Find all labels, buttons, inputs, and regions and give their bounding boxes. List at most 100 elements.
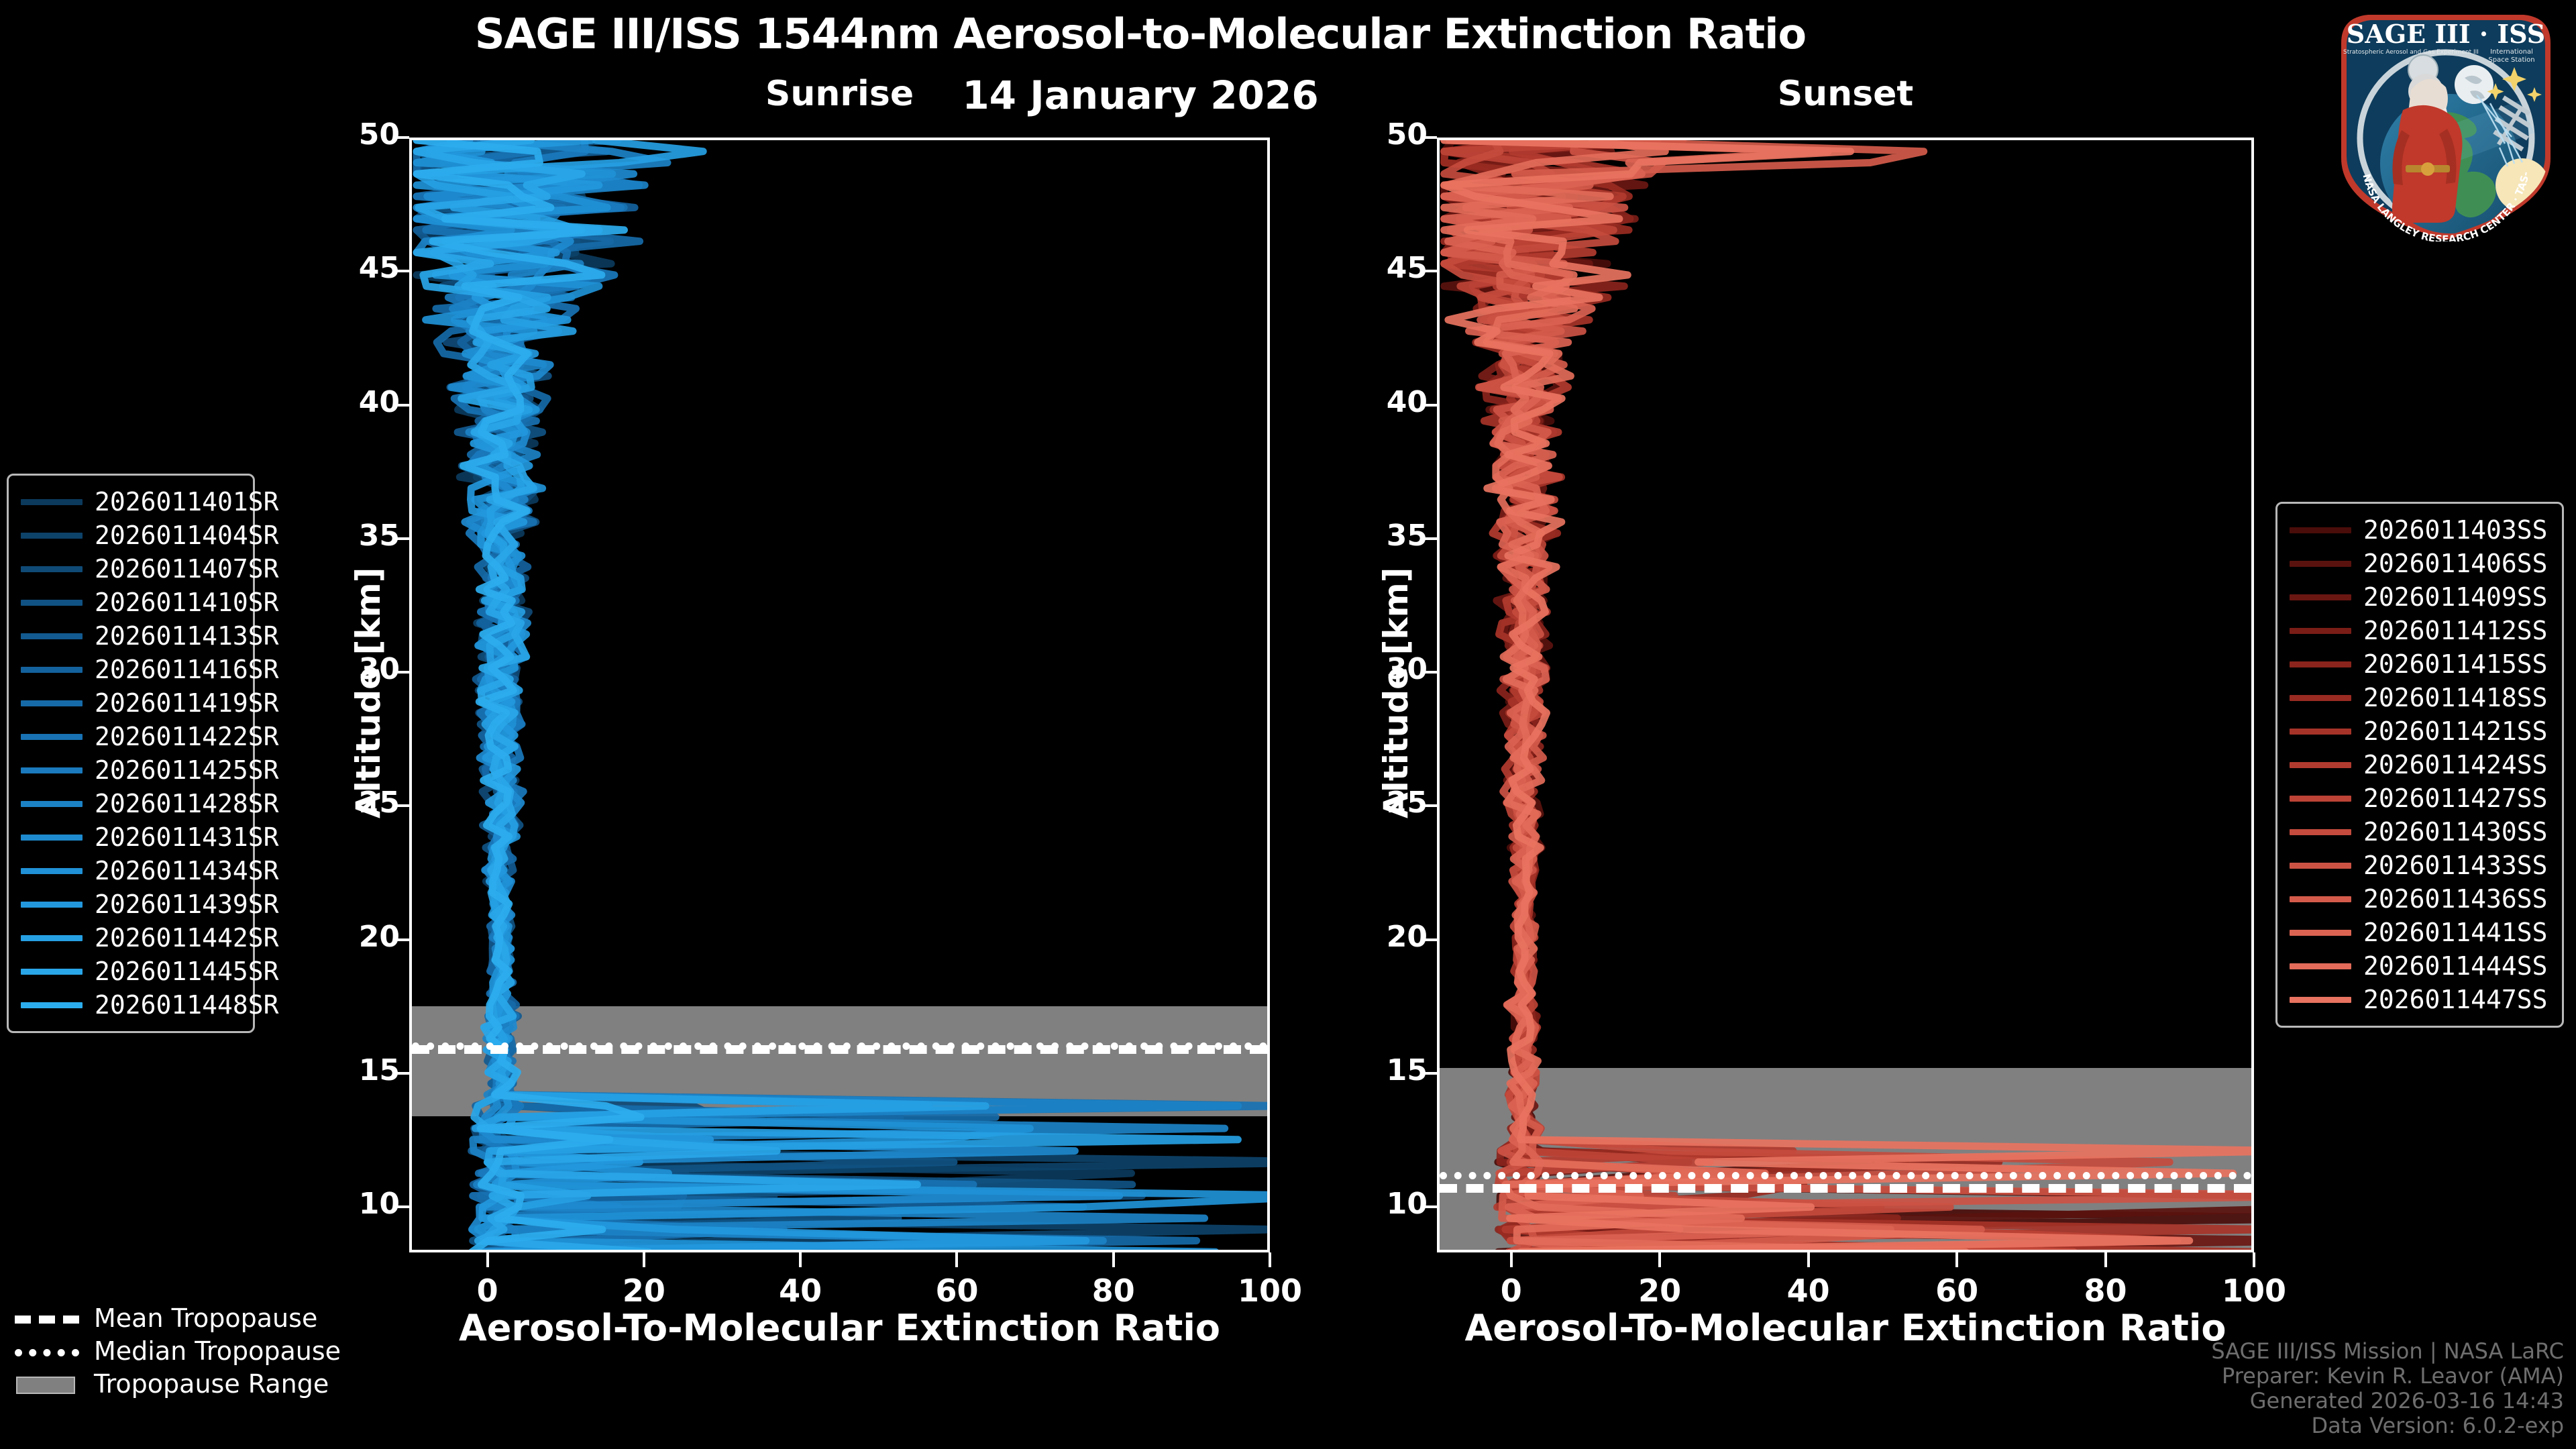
credits-line: Preparer: Kevin R. Leavor (AMA) (2221, 1362, 2564, 1389)
legend-sunrise-item[interactable]: 2026011419SR (21, 686, 279, 720)
legend-item-label: 2026011409SS (2363, 582, 2548, 612)
legend-color-swatch (2290, 527, 2351, 533)
y-axis-tick (1422, 1071, 1437, 1075)
legend-item-label: 2026011406SS (2363, 549, 2548, 578)
y-axis-tick-label: 15 (1386, 1053, 1428, 1087)
median-tropopause-swatch (15, 1342, 79, 1360)
legend-sunrise-item[interactable]: 2026011401SR (21, 485, 279, 519)
legend-color-swatch (2290, 795, 2351, 802)
legend-sunrise-item[interactable]: 2026011413SR (21, 619, 279, 653)
y-axis-tick (1422, 938, 1437, 941)
legend-sunset-item[interactable]: 2026011447SS (2290, 983, 2550, 1016)
legend-color-swatch (21, 767, 83, 773)
y-axis-tick (1422, 804, 1437, 808)
legend-sunset-item[interactable]: 2026011424SS (2290, 748, 2550, 782)
legend-color-swatch (2290, 996, 2351, 1003)
y-axis-title-sunset: Altitude [km] (1377, 567, 1415, 818)
legend-item-label: 2026011444SS (2363, 951, 2548, 981)
legend-sunset-item[interactable]: 2026011421SS (2290, 714, 2550, 748)
tropopause-key-item: Median Tropopause (15, 1334, 390, 1367)
legend-sunset-item[interactable]: 2026011427SS (2290, 782, 2550, 815)
legend-sunset-item[interactable]: 2026011412SS (2290, 614, 2550, 647)
y-axis-tick-label: 25 (358, 786, 400, 820)
legend-sunrise-item[interactable]: 2026011404SR (21, 519, 279, 552)
x-axis-tick-label: 100 (1237, 1273, 1303, 1309)
legend-sunset-item[interactable]: 2026011441SS (2290, 916, 2550, 949)
legend-item-label: 2026011416SR (95, 655, 279, 684)
credits-line: Data Version: 6.0.2-exp (2311, 1412, 2564, 1438)
legend-sunset-item[interactable]: 2026011418SS (2290, 681, 2550, 714)
legend-sunrise-item[interactable]: 2026011428SR (21, 787, 279, 820)
legend-color-swatch (2290, 728, 2351, 735)
legend-color-swatch (2290, 694, 2351, 701)
legend-color-swatch (21, 867, 83, 874)
legend-color-swatch (21, 599, 83, 606)
legend-color-swatch (21, 901, 83, 908)
y-axis-tick (394, 537, 409, 540)
legend-sunrise-item[interactable]: 2026011410SR (21, 586, 279, 619)
legend-item-label: 2026011431SR (95, 822, 279, 852)
plot-canvas-sunrise (412, 140, 1267, 1250)
page-title: SAGE III/ISS 1544nm Aerosol-to-Molecular… (474, 9, 1807, 58)
legend-sunrise-item[interactable]: 2026011407SR (21, 552, 279, 586)
legend-sunset-item[interactable]: 2026011433SS (2290, 849, 2550, 882)
y-axis-tick-label: 35 (358, 518, 400, 553)
x-axis-tick-label: 20 (1638, 1273, 1682, 1309)
legend-color-swatch (21, 532, 83, 539)
profile-line (1440, 140, 2251, 1250)
legend-sunrise-item[interactable]: 2026011445SR (21, 955, 279, 988)
y-axis-tick (394, 938, 409, 941)
legend-item-label: 2026011401SR (95, 487, 279, 517)
profile-line (413, 140, 645, 1250)
y-axis-tick (394, 136, 409, 139)
legend-sunrise-item[interactable]: 2026011434SR (21, 854, 279, 888)
legend-sunrise-item[interactable]: 2026011425SR (21, 753, 279, 787)
legend-item-label: 2026011448SR (95, 990, 279, 1020)
legend-sunrise-item[interactable]: 2026011439SR (21, 888, 279, 921)
patch-title-text: SAGE III · ISS (2347, 19, 2545, 49)
legend-color-swatch (21, 666, 83, 673)
y-axis-tick-label: 20 (1386, 919, 1428, 954)
legend-sunrise-item[interactable]: 2026011422SR (21, 720, 279, 753)
legend-sunrise-item[interactable]: 2026011442SR (21, 921, 279, 955)
legend-sunset-item[interactable]: 2026011415SS (2290, 647, 2550, 681)
x-axis-tick-label: 80 (1091, 1273, 1135, 1309)
legend-sunrise[interactable]: 2026011401SR 2026011404SR 2026011407SR 2026… (7, 474, 279, 1033)
mean-tropopause-swatch (15, 1309, 79, 1327)
y-axis-tick-label: 45 (358, 251, 400, 286)
legend-sunrise-item[interactable]: 2026011448SR (21, 988, 279, 1022)
legend-sunset-item[interactable]: 2026011406SS (2290, 547, 2550, 580)
y-axis-tick-label: 40 (358, 384, 400, 419)
x-axis-tick-label: 100 (2221, 1273, 2287, 1309)
legend-item-label: 2026011421SS (2363, 716, 2548, 746)
y-axis-tick (394, 403, 409, 407)
sage-iii-iss-mission-patch-icon: SAGE III · ISS Stratospheric Aerosol and… (2328, 0, 2560, 246)
patch-subtitle-left: Stratospheric Aerosol and Gas Experiment… (2343, 49, 2479, 56)
legend-sunset-item[interactable]: 2026011430SS (2290, 815, 2550, 849)
x-axis-tick-label: 0 (1500, 1273, 1522, 1309)
y-axis-tick-label: 50 (1386, 117, 1428, 152)
median-tropopause-line (412, 1042, 1267, 1051)
tropopause-key-item: Tropopause Range (15, 1367, 390, 1400)
legend-sunrise-item[interactable]: 2026011416SR (21, 653, 279, 686)
x-axis-tick (1955, 1252, 1959, 1267)
legend-color-swatch (21, 1002, 83, 1008)
plot-area-sunset (1437, 138, 2254, 1252)
legend-item-label: 2026011412SS (2363, 616, 2548, 645)
y-axis-tick-label: 25 (1386, 786, 1428, 820)
legend-item-label: 2026011413SR (95, 621, 279, 651)
legend-color-swatch (21, 934, 83, 941)
legend-item-label: 2026011439SR (95, 890, 279, 919)
legend-sunset-item[interactable]: 2026011403SS (2290, 513, 2550, 547)
legend-sunrise-item[interactable]: 2026011431SR (21, 820, 279, 854)
legend-sunset-item[interactable]: 2026011444SS (2290, 949, 2550, 983)
legend-sunset-item[interactable]: 2026011409SS (2290, 580, 2550, 614)
x-axis-tick (1112, 1252, 1115, 1267)
profile-line (1440, 140, 1894, 1250)
legend-sunset[interactable]: 2026011403SS 2026011406SS 2026011409SS 2026… (2275, 502, 2564, 1028)
legend-sunset-item[interactable]: 2026011436SS (2290, 882, 2550, 916)
legend-item-label: 2026011424SS (2363, 750, 2548, 780)
y-axis-tick-label: 35 (1386, 518, 1428, 553)
plot-area-sunrise (409, 138, 1270, 1252)
y-axis-tick-label: 10 (358, 1187, 400, 1222)
